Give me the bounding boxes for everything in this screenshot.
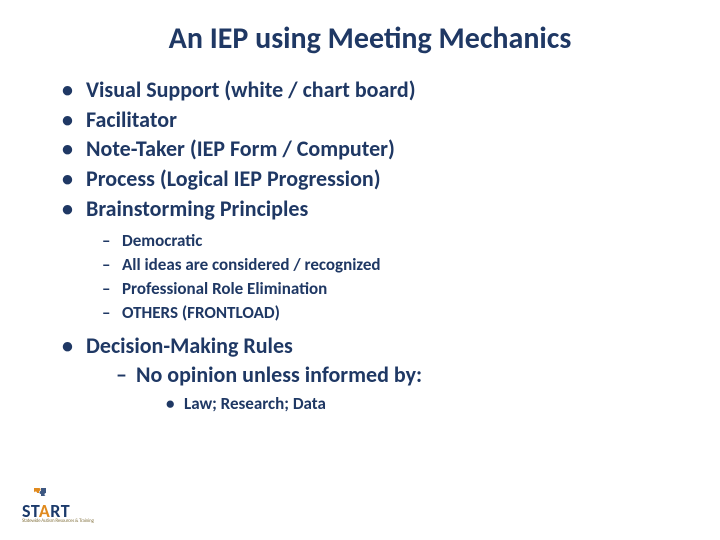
sub-dash-item-2: No opinion unless informed by: Law; Rese…: [114, 360, 670, 416]
sub-dash-item-2-label: No opinion unless informed by:: [136, 361, 422, 388]
bullet-item: Process (Logical IEP Progression): [58, 164, 670, 194]
bullet-item: Facilitator: [58, 105, 670, 135]
sub-bullet-list-2: Law; Research; Data: [136, 391, 670, 417]
sub-dash-list: Democratic All ideas are considered / re…: [50, 229, 670, 324]
start-logo: START Statewide Autism Resources & Train…: [22, 492, 92, 526]
sub-dash-item: OTHERS (FRONTLOAD): [100, 301, 670, 325]
sub-dash-list-2: No opinion unless informed by: Law; Rese…: [86, 360, 670, 416]
bullet-item: Visual Support (white / chart board): [58, 75, 670, 105]
bullet-list-2: Decision-Making Rules No opinion unless …: [50, 331, 670, 417]
sub-bullet-item-2: Law; Research; Data: [164, 391, 670, 417]
bullet-item-2: Decision-Making Rules No opinion unless …: [58, 331, 670, 417]
slide-title: An IEP using Meeting Mechanics: [70, 20, 670, 57]
bullet-item: Brainstorming Principles: [58, 194, 670, 224]
sub-dash-item: All ideas are considered / recognized: [100, 253, 670, 277]
sub-dash-item: Professional Role Elimination: [100, 277, 670, 301]
sub-dash-item: Democratic: [100, 229, 670, 253]
bullet-item-2-label: Decision-Making Rules: [86, 332, 293, 359]
logo-subtitle: Statewide Autism Resources & Training: [22, 518, 94, 524]
bullet-item: Note-Taker (IEP Form / Computer): [58, 134, 670, 164]
slide: An IEP using Meeting Mechanics Visual Su…: [0, 0, 720, 540]
main-bullet-list: Visual Support (white / chart board) Fac…: [50, 75, 670, 223]
